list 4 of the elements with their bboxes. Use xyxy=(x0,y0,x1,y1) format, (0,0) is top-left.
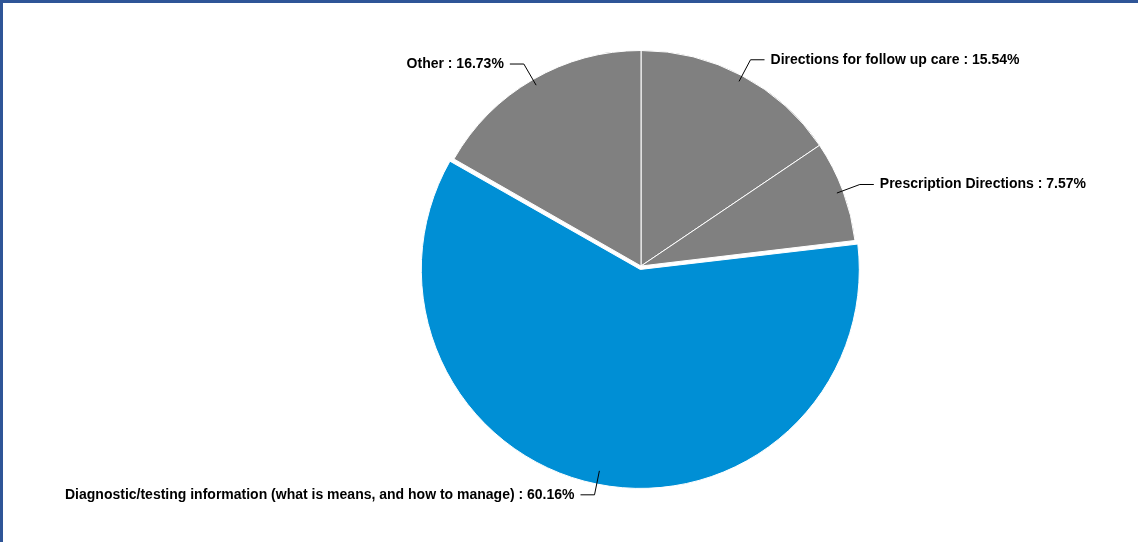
slice-label: Directions for follow up care : 15.54% xyxy=(770,50,1021,67)
slice-label: Diagnostic/testing information (what is means, and how to manage) : 60.16% xyxy=(64,485,576,502)
slice-label: Prescription Directions : 7.57% xyxy=(879,175,1087,192)
slice-label: Other : 16.73% xyxy=(406,54,505,71)
